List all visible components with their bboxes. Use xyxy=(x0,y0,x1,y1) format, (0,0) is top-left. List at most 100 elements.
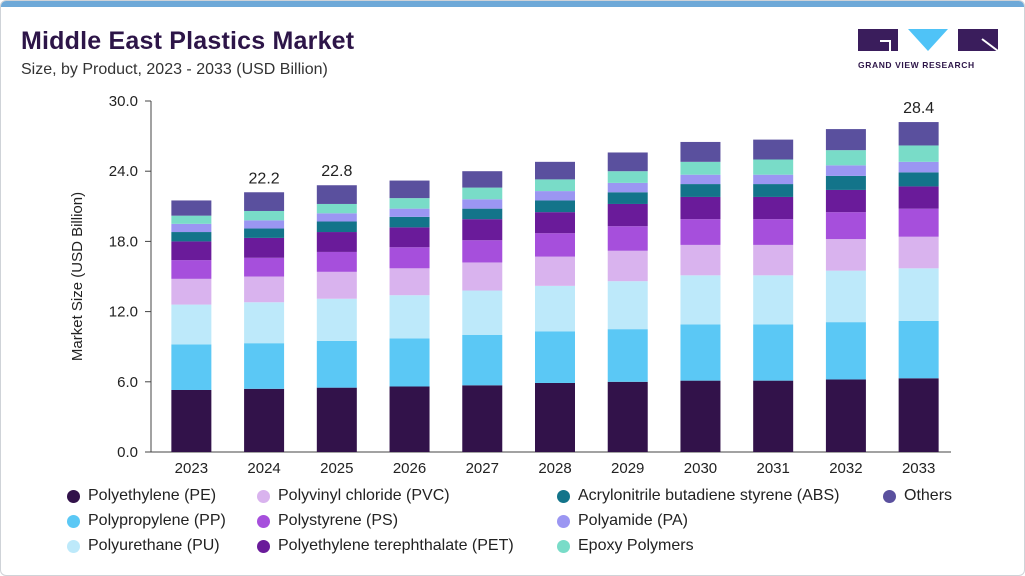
bar-segment xyxy=(535,331,575,383)
bar-segment xyxy=(753,275,794,325)
bar-segment xyxy=(171,241,212,261)
bar-segment xyxy=(753,324,794,381)
legend-swatch xyxy=(257,489,270,503)
bar-segment xyxy=(680,196,721,220)
y-tick-label: 6.0 xyxy=(117,374,138,391)
x-tick-label: 2031 xyxy=(756,460,789,477)
bar-segment xyxy=(535,285,575,332)
bar-segment xyxy=(389,268,430,296)
legend-item: Polyethylene (PE) xyxy=(67,487,216,505)
y-tick-label: 12.0 xyxy=(109,304,138,321)
data-label: 22.8 xyxy=(321,163,352,180)
bar-segment xyxy=(171,232,212,242)
bar-segment xyxy=(389,247,430,269)
x-tick-label: 2030 xyxy=(684,460,717,477)
bar-segment xyxy=(244,220,285,229)
x-tick-label: 2028 xyxy=(538,460,571,477)
bar-segment xyxy=(680,219,721,245)
legend-swatch xyxy=(557,539,570,553)
data-label: 22.2 xyxy=(249,170,280,187)
bar-segment xyxy=(316,387,357,452)
bar-segment xyxy=(535,382,575,452)
bar-segment xyxy=(462,385,503,452)
legend-swatch xyxy=(67,514,80,528)
bar-segment xyxy=(680,184,721,197)
bar-segment xyxy=(535,179,575,192)
legend-swatch xyxy=(257,539,270,553)
bar-segment xyxy=(898,378,939,452)
data-label: 28.4 xyxy=(903,100,934,117)
bar-segment xyxy=(825,212,866,240)
bar-segment xyxy=(825,270,866,323)
bar-segment xyxy=(753,380,794,452)
bar-segment xyxy=(607,226,648,251)
legend-item: Polyamide (PA) xyxy=(557,512,688,530)
bar-segment xyxy=(389,208,430,217)
legend-item: Polypropylene (PP) xyxy=(67,512,226,530)
bar-segment xyxy=(462,219,503,241)
legend-label: Polypropylene (PP) xyxy=(88,512,226,529)
bar-segment xyxy=(316,271,357,299)
bar-segment xyxy=(244,388,285,452)
legend-label: Polyurethane (PU) xyxy=(88,537,220,554)
legend-label: Polyvinyl chloride (PVC) xyxy=(278,487,450,504)
x-tick-label: 2027 xyxy=(466,460,499,477)
bar-segment xyxy=(898,186,939,209)
bar-segment xyxy=(680,161,721,175)
bar-segment xyxy=(171,304,212,345)
legend-swatch xyxy=(67,539,80,553)
bar-segment xyxy=(462,240,503,263)
x-tick-label: 2029 xyxy=(611,460,644,477)
bar-segment xyxy=(171,278,212,305)
bar-segment xyxy=(680,275,721,325)
bar-segment xyxy=(316,232,357,252)
bar-segment xyxy=(753,159,794,175)
bar-segment xyxy=(462,262,503,291)
bar-segment xyxy=(607,192,648,204)
legend-item: Polyvinyl chloride (PVC) xyxy=(257,487,450,505)
bar-segment xyxy=(898,320,939,379)
bar-segment xyxy=(535,256,575,286)
bar-segment xyxy=(753,139,794,160)
bar-segment xyxy=(753,244,794,276)
legend-item: Polyurethane (PU) xyxy=(67,537,220,555)
bar-segment xyxy=(244,228,285,238)
page-subtitle: Size, by Product, 2023 - 2033 (USD Billi… xyxy=(21,61,328,78)
chart-legend: Polyethylene (PE) Polypropylene (PP) Polyu… xyxy=(67,487,1007,567)
legend-item: Acrylonitrile butadiene styrene (ABS) xyxy=(557,487,839,505)
bar-segment xyxy=(316,185,357,204)
legend-label: Polystyrene (PS) xyxy=(278,512,399,529)
bar-segment xyxy=(316,298,357,341)
bar-segment xyxy=(462,171,503,188)
bar-segment xyxy=(607,152,648,172)
bar-segment xyxy=(244,237,285,258)
bar-segment xyxy=(244,302,285,344)
x-tick-label: 2023 xyxy=(175,460,208,477)
x-tick-label: 2032 xyxy=(829,460,862,477)
bar-segment xyxy=(825,129,866,151)
bar-segment xyxy=(389,386,430,452)
legend-label: Polyethylene (PE) xyxy=(88,487,217,504)
bar-segment xyxy=(535,212,575,234)
bar-segment xyxy=(462,208,503,220)
legend-item: Polyethylene terephthalate (PET) xyxy=(257,537,514,555)
bar-segment xyxy=(898,208,939,237)
bar-segment xyxy=(171,260,212,279)
bar-segment xyxy=(680,141,721,162)
bar-segment xyxy=(753,196,794,220)
legend-item: Others xyxy=(883,487,952,505)
bar-segment xyxy=(825,379,866,452)
bar-segment xyxy=(825,322,866,380)
bar-segment xyxy=(607,381,648,452)
y-tick-label: 30.0 xyxy=(109,93,138,110)
bar-segment xyxy=(462,199,503,209)
bar-segment xyxy=(316,340,357,388)
legend-label: Polyamide (PA) xyxy=(578,512,688,529)
x-tick-label: 2024 xyxy=(247,460,280,477)
bar-segment xyxy=(244,276,285,303)
bar-segment xyxy=(462,187,503,200)
bar-segment xyxy=(898,236,939,269)
bar-segment xyxy=(607,171,648,183)
bar-segment xyxy=(898,161,939,173)
